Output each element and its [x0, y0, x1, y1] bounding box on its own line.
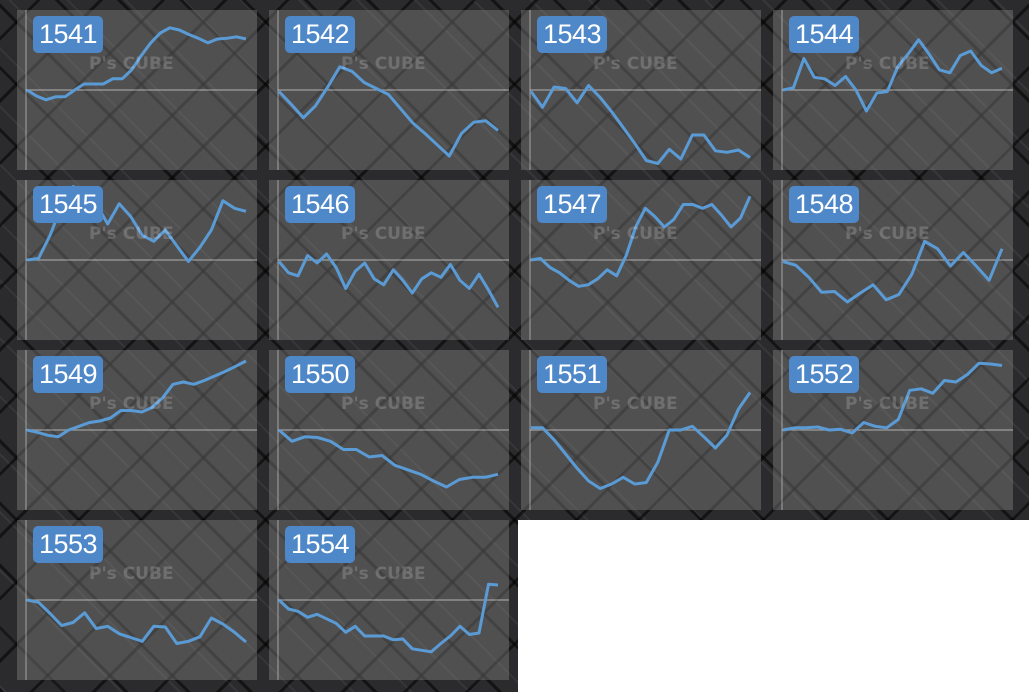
chart-svg — [277, 520, 509, 680]
machine-number-badge: 1543 — [537, 16, 608, 53]
series-line — [277, 252, 500, 309]
machine-number-badge: 1549 — [33, 356, 104, 393]
chart-svg — [25, 10, 257, 170]
chart-panel[interactable]: P's CUBE 1543 — [521, 10, 761, 170]
watermark-logo: P's CUBE — [341, 394, 426, 414]
series-line — [26, 359, 247, 439]
chart-svg — [25, 350, 257, 510]
chart-svg — [277, 180, 509, 340]
machine-number-badge: 1548 — [789, 186, 860, 223]
watermark-logo: P's CUBE — [341, 54, 426, 74]
watermark-logo: P's CUBE — [89, 564, 174, 584]
watermark-logo: P's CUBE — [845, 224, 930, 244]
series-line — [529, 84, 751, 165]
machine-number-badge: 1551 — [537, 356, 608, 393]
chart-panel[interactable]: P's CUBE 1549 — [17, 350, 257, 510]
series-line — [26, 598, 247, 645]
machine-number-badge: 1550 — [285, 356, 356, 393]
chart-panel[interactable]: P's CUBE 1547 — [521, 180, 761, 340]
machine-number-badge: 1547 — [537, 186, 608, 223]
chart-panel[interactable]: P's CUBE 1551 — [521, 350, 761, 510]
chart-svg — [529, 180, 761, 340]
chart-panel[interactable]: P's CUBE 1550 — [269, 350, 509, 510]
machine-number-badge: 1553 — [33, 526, 104, 563]
chart-panel[interactable]: P's CUBE 1546 — [269, 180, 509, 340]
chart-svg — [277, 350, 509, 510]
series-line — [531, 391, 752, 490]
chart-svg — [25, 520, 257, 680]
chart-panel[interactable]: P's CUBE 1542 — [269, 10, 509, 170]
machine-number-badge: 1544 — [789, 16, 860, 53]
chart-svg — [529, 350, 761, 510]
series-line — [530, 195, 752, 288]
chart-panel[interactable]: P's CUBE 1545 — [17, 180, 257, 340]
series-line — [782, 38, 1003, 113]
chart-panel[interactable]: P's CUBE 1544 — [773, 10, 1013, 170]
chart-svg — [529, 10, 761, 170]
empty-area — [518, 520, 1029, 692]
watermark-logo: P's CUBE — [89, 394, 174, 414]
series-line — [782, 239, 1004, 304]
machine-number-badge: 1545 — [33, 186, 104, 223]
watermark-logo: P's CUBE — [845, 394, 930, 414]
watermark-logo: P's CUBE — [341, 564, 426, 584]
chart-panel[interactable]: P's CUBE 1548 — [773, 180, 1013, 340]
series-line — [26, 26, 247, 102]
watermark-logo: P's CUBE — [89, 224, 174, 244]
chart-panel[interactable]: P's CUBE 1554 — [269, 520, 509, 680]
chart-svg — [277, 10, 509, 170]
series-line — [277, 65, 499, 158]
watermark-logo: P's CUBE — [341, 224, 426, 244]
watermark-logo: P's CUBE — [89, 54, 174, 74]
chart-panel[interactable]: P's CUBE 1552 — [773, 350, 1013, 510]
machine-number-badge: 1554 — [285, 526, 356, 563]
chart-panel[interactable]: P's CUBE 1553 — [17, 520, 257, 680]
machine-number-badge: 1552 — [789, 356, 860, 393]
machine-number-badge: 1546 — [285, 186, 356, 223]
watermark-logo: P's CUBE — [845, 54, 930, 74]
chart-svg — [781, 10, 1013, 170]
series-line — [278, 428, 499, 489]
chart-panel[interactable]: P's CUBE 1541 — [17, 10, 257, 170]
watermark-logo: P's CUBE — [593, 394, 678, 414]
machine-number-badge: 1542 — [285, 16, 356, 53]
series-line — [277, 582, 499, 654]
watermark-logo: P's CUBE — [593, 224, 678, 244]
series-line — [782, 361, 1003, 435]
watermark-logo: P's CUBE — [593, 54, 678, 74]
chart-svg — [781, 350, 1013, 510]
chart-svg — [781, 180, 1013, 340]
machine-number-badge: 1541 — [33, 16, 104, 53]
